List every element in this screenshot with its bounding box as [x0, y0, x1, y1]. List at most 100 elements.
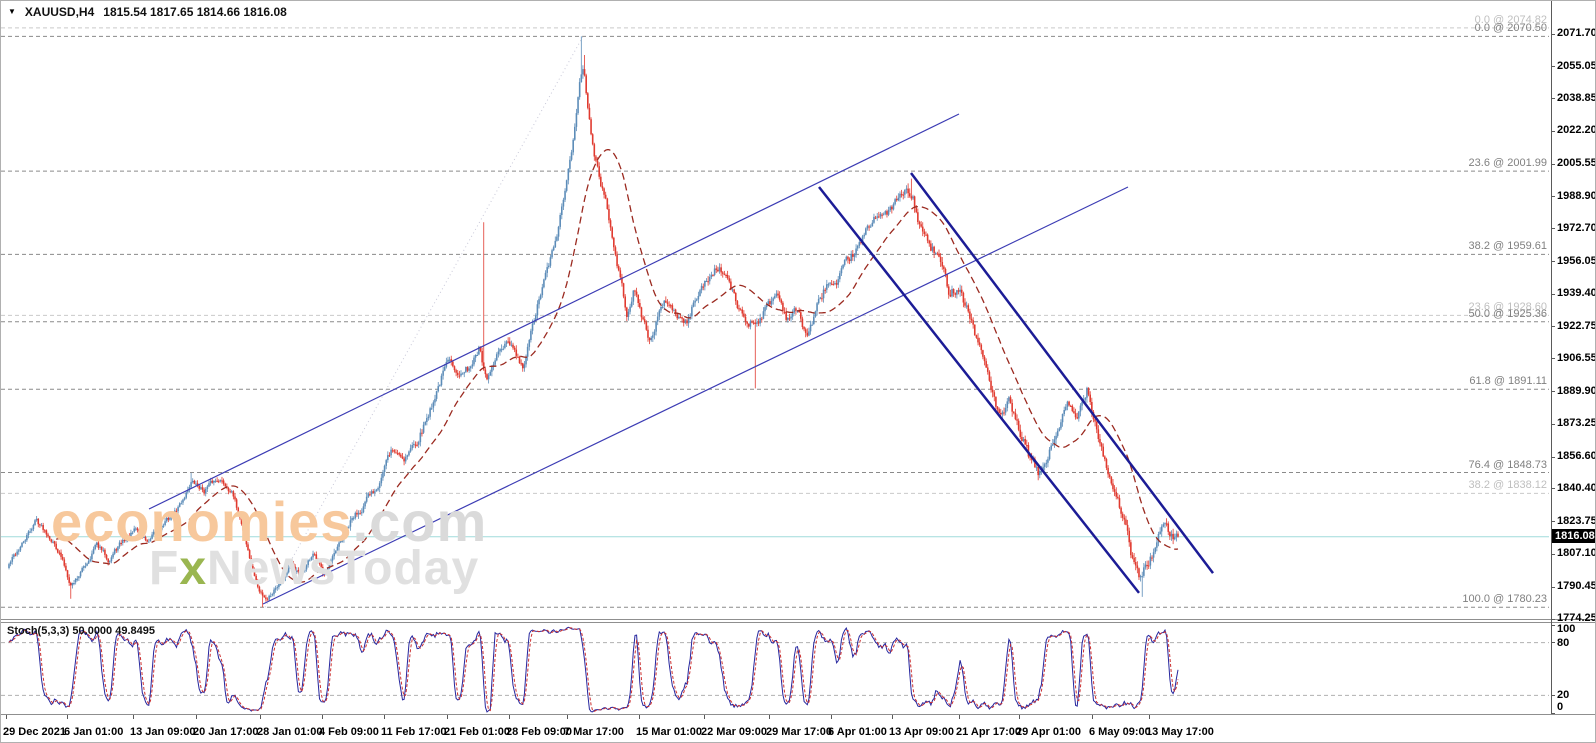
price-axis-label: 2071.70 — [1557, 27, 1596, 39]
time-axis-tick — [6, 715, 7, 719]
time-axis-label: 6 Jan 01:00 — [64, 726, 124, 738]
price-axis-label: 1922.75 — [1557, 319, 1596, 332]
price-axis-tick — [1551, 618, 1555, 620]
time-axis-label: 4 Feb 09:00 — [319, 726, 379, 738]
fib-level-label: 50.0 @ 1925.36 — [1468, 307, 1547, 320]
price-axis-tick — [1551, 66, 1555, 68]
price-axis-label: 1889.90 — [1557, 384, 1596, 397]
fib-level-label: 38.2 @ 1959.61 — [1468, 240, 1547, 253]
stochastic-indicator-label: Stoch(5,3,3) 50.0000 49.8495 — [7, 625, 155, 637]
price-axis-tick — [1551, 456, 1555, 458]
price-axis-label: 1790.45 — [1557, 580, 1596, 593]
stochastic-k-line[interactable] — [8, 626, 1179, 713]
bear-candle-bodies — [14, 69, 1179, 601]
price-axis-label: 1873.25 — [1557, 417, 1596, 430]
pane-divider-bottom[interactable] — [1, 622, 1595, 623]
price-axis-tick — [1551, 228, 1555, 230]
time-axis-label: 13 Jan 09:00 — [130, 726, 196, 738]
time-axis-label: 28 Feb 09:00 — [506, 726, 573, 738]
price-axis-tick — [1551, 98, 1555, 100]
price-axis-label: 1840.40 — [1557, 481, 1596, 494]
time-axis-label: 29 Mar 17:00 — [766, 726, 833, 738]
time-axis-label: 7 Mar 17:00 — [564, 726, 624, 738]
stochastic-axis-tick — [1551, 642, 1555, 644]
price-axis-tick — [1551, 293, 1555, 295]
time-axis-label: 22 Mar 09:00 — [701, 726, 768, 738]
price-axis-tick — [1551, 423, 1555, 425]
stochastic-axis-label: 100 — [1557, 623, 1576, 635]
time-axis-tick — [567, 715, 568, 719]
price-axis-tick — [1551, 586, 1555, 588]
current-price-badge: 1816.08 — [1552, 528, 1595, 543]
price-axis-label: 1972.70 — [1557, 221, 1596, 234]
stochastic-axis-tick — [1551, 624, 1555, 626]
price-axis-label: 2038.85 — [1557, 91, 1596, 104]
price-axis-label: 1823.75 — [1557, 514, 1596, 527]
price-axis-label: 2022.20 — [1557, 124, 1596, 137]
time-axis-tick — [1019, 715, 1020, 719]
stochastic-axis-tick — [1551, 694, 1555, 696]
fib-level-label: 61.8 @ 1891.11 — [1469, 375, 1547, 388]
time-axis-tick — [769, 715, 770, 719]
time-axis-tick — [196, 715, 197, 719]
time-axis-label: 29 Apr 01:00 — [1016, 726, 1082, 738]
price-axis-tick — [1551, 326, 1555, 328]
time-axis-tick — [1092, 715, 1093, 719]
time-axis-tick — [447, 715, 448, 719]
symbol-dropdown-icon[interactable]: ▼ — [8, 7, 16, 16]
falling-channel-line[interactable] — [818, 186, 1140, 594]
price-axis-label: 1856.60 — [1557, 450, 1596, 462]
stochastic-axis-label: 80 — [1557, 636, 1570, 649]
time-axis-label: 15 Mar 01:00 — [636, 726, 703, 738]
moving-average-line[interactable] — [56, 148, 1179, 583]
time-axis-tick — [959, 715, 960, 719]
fib-diagonal-line[interactable] — [264, 36, 584, 608]
time-axis-label: 6 May 09:00 — [1089, 726, 1151, 738]
falling-channel-line[interactable] — [910, 172, 1214, 574]
time-axis-label: 13 May 17:00 — [1146, 726, 1214, 738]
watermark-tagline-rest: NewsToday — [207, 542, 480, 595]
rising-channel-line[interactable] — [262, 186, 1129, 605]
price-axis-label: 1939.40 — [1557, 287, 1596, 300]
stochastic-axis-label: 0 — [1557, 701, 1564, 713]
fib-level-label: 23.6 @ 1928.60 — [1468, 301, 1547, 314]
time-axis-label: 20 Jan 17:00 — [193, 726, 259, 738]
time-axis-tick — [260, 715, 261, 719]
fib-level-label: 0.0 @ 2070.50 — [1474, 22, 1547, 35]
time-axis-tick — [892, 715, 893, 719]
time-axis-label: 11 Feb 17:00 — [381, 726, 447, 738]
price-axis-tick — [1551, 33, 1555, 35]
pane-divider-top[interactable] — [1, 619, 1595, 620]
time-axis-tick — [704, 715, 705, 719]
chart-title-bar: ▼ XAUUSD,H4 1815.54 1817.65 1814.66 1816… — [8, 5, 287, 19]
time-axis-label: 21 Apr 17:00 — [956, 726, 1022, 738]
price-axis-tick — [1551, 391, 1555, 393]
price-axis-tick — [1551, 163, 1555, 165]
price-chart-canvas[interactable] — [1, 1, 1551, 620]
time-axis-tick — [67, 715, 68, 719]
time-axis-tick — [509, 715, 510, 719]
time-axis-label: 28 Jan 01:00 — [257, 726, 323, 738]
price-axis-label: 1956.05 — [1557, 254, 1596, 267]
time-axis-label: 29 Dec 2021 — [3, 726, 66, 738]
stochastic-axis-label: 20 — [1557, 689, 1570, 702]
price-axis-tick — [1551, 521, 1555, 523]
price-axis-label: 1807.10 — [1557, 547, 1596, 560]
price-axis-tick — [1551, 553, 1555, 555]
stochastic-canvas[interactable] — [1, 1, 1551, 743]
price-axis-tick — [1551, 358, 1555, 360]
fib-level-label: 0.0 @ 2074.82 — [1474, 13, 1547, 26]
price-axis-tick — [1551, 261, 1555, 262]
price-axis-label: 1988.90 — [1557, 189, 1596, 202]
price-axis-label: 2005.55 — [1557, 157, 1596, 170]
price-axis-tick — [1551, 196, 1555, 198]
time-axis-tick — [322, 715, 323, 719]
time-axis-tick — [639, 715, 640, 719]
rising-channel-line[interactable] — [148, 113, 960, 510]
watermark-brand: economies — [51, 490, 353, 553]
time-axis-tick — [133, 715, 134, 719]
quote-values: 1815.54 1817.65 1814.66 1816.08 — [103, 5, 287, 19]
watermark-brand-suffix: .com — [352, 490, 488, 553]
price-axis-tick — [1551, 488, 1555, 490]
watermark-tagline-f: F — [149, 542, 180, 595]
